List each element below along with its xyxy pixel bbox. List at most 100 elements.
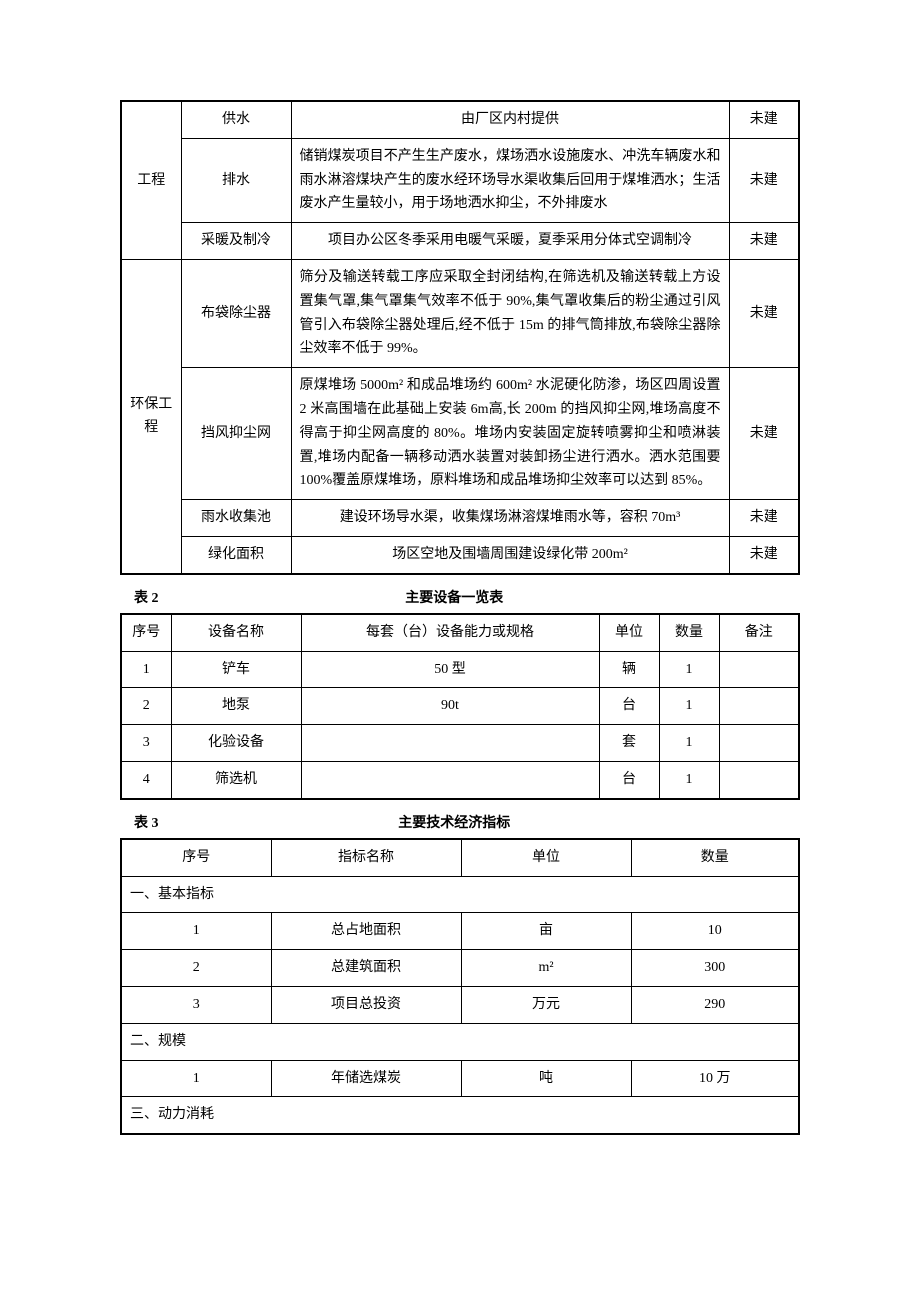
item-name: 采暖及制冷 <box>181 223 291 260</box>
table-row: 采暖及制冷项目办公区冬季采用电暖气采暖，夏季采用分体式空调制冷未建 <box>121 223 799 260</box>
cell: 1 <box>659 651 719 688</box>
item-desc: 筛分及输送转载工序应采取全封闭结构,在筛选机及输送转载上方设置集气罩,集气罩集气… <box>291 259 729 367</box>
cell: 万元 <box>461 986 631 1023</box>
cell: 总占地面积 <box>271 913 461 950</box>
cell <box>719 688 799 725</box>
cell: 2 <box>121 688 171 725</box>
item-status: 未建 <box>729 101 799 138</box>
cell: 4 <box>121 761 171 798</box>
table-row: 排水储销煤炭项目不产生生产废水，煤场洒水设施废水、冲洗车辆废水和雨水淋溶煤块产生… <box>121 138 799 222</box>
table-row: 2总建筑面积m²300 <box>121 950 799 987</box>
cell: 1 <box>121 1060 271 1097</box>
cell: 300 <box>631 950 799 987</box>
cell <box>301 725 599 762</box>
table-row: 1年储选煤炭吨10 万 <box>121 1060 799 1097</box>
cell: 筛选机 <box>171 761 301 798</box>
table-row: 工程供水由厂区内村提供未建 <box>121 101 799 138</box>
table-row: 2地泵90t台1 <box>121 688 799 725</box>
item-status: 未建 <box>729 223 799 260</box>
cell: 1 <box>121 651 171 688</box>
cell <box>719 651 799 688</box>
table-equipment: 序号设备名称每套（台）设备能力或规格单位数量备注 1铲车50 型辆12地泵90t… <box>120 613 800 800</box>
cell: 3 <box>121 725 171 762</box>
item-name: 雨水收集池 <box>181 500 291 537</box>
item-desc: 原煤堆场 5000m² 和成品堆场约 600m² 水泥硬化防渗，场区四周设置 2… <box>291 368 729 500</box>
item-name: 供水 <box>181 101 291 138</box>
cell: 套 <box>599 725 659 762</box>
table-row: 1铲车50 型辆1 <box>121 651 799 688</box>
table-row: 雨水收集池建设环场导水渠，收集煤场淋溶煤堆雨水等，容积 70m³未建 <box>121 500 799 537</box>
cell: 1 <box>121 913 271 950</box>
column-header: 指标名称 <box>271 839 461 876</box>
column-header: 备注 <box>719 614 799 651</box>
cell: 项目总投资 <box>271 986 461 1023</box>
section-title: 三、动力消耗 <box>121 1097 799 1134</box>
table-row: 环保工程布袋除尘器筛分及输送转载工序应采取全封闭结构,在筛选机及输送转载上方设置… <box>121 259 799 367</box>
cell: 铲车 <box>171 651 301 688</box>
item-status: 未建 <box>729 138 799 222</box>
cell <box>719 725 799 762</box>
caption3-title: 主要技术经济指标 <box>159 812 801 832</box>
cell: 1 <box>659 725 719 762</box>
cell: 290 <box>631 986 799 1023</box>
cell: 台 <box>599 761 659 798</box>
cell: 辆 <box>599 651 659 688</box>
column-header: 序号 <box>121 614 171 651</box>
item-name: 挡风抑尘网 <box>181 368 291 500</box>
table-row: 3项目总投资万元290 <box>121 986 799 1023</box>
cell: 台 <box>599 688 659 725</box>
item-name: 排水 <box>181 138 291 222</box>
table-row: 4筛选机台1 <box>121 761 799 798</box>
cell: 10 <box>631 913 799 950</box>
item-desc: 场区空地及围墙周围建设绿化带 200m² <box>291 536 729 573</box>
cell: 3 <box>121 986 271 1023</box>
cell: 1 <box>659 688 719 725</box>
item-status: 未建 <box>729 368 799 500</box>
item-desc: 建设环场导水渠，收集煤场淋溶煤堆雨水等，容积 70m³ <box>291 500 729 537</box>
column-header: 序号 <box>121 839 271 876</box>
caption3-label: 表 3 <box>120 812 159 832</box>
section-row: 三、动力消耗 <box>121 1097 799 1134</box>
cell: 地泵 <box>171 688 301 725</box>
section-row: 二、规模 <box>121 1023 799 1060</box>
table-tech-econ: 序号指标名称单位数量 一、基本指标1总占地面积亩102总建筑面积m²3003项目… <box>120 838 800 1135</box>
item-name: 布袋除尘器 <box>181 259 291 367</box>
column-header: 数量 <box>659 614 719 651</box>
cell: 2 <box>121 950 271 987</box>
caption-table2: 表 2 主要设备一览表 <box>120 587 800 607</box>
item-status: 未建 <box>729 500 799 537</box>
caption2-label: 表 2 <box>120 587 159 607</box>
column-header: 设备名称 <box>171 614 301 651</box>
column-header: 数量 <box>631 839 799 876</box>
cell: 年储选煤炭 <box>271 1060 461 1097</box>
caption-table3: 表 3 主要技术经济指标 <box>120 812 800 832</box>
section-title: 二、规模 <box>121 1023 799 1060</box>
cell: m² <box>461 950 631 987</box>
cell: 10 万 <box>631 1060 799 1097</box>
table-row: 1总占地面积亩10 <box>121 913 799 950</box>
item-status: 未建 <box>729 259 799 367</box>
cell: 亩 <box>461 913 631 950</box>
group-label: 环保工程 <box>121 259 181 573</box>
column-header: 每套（台）设备能力或规格 <box>301 614 599 651</box>
cell: 90t <box>301 688 599 725</box>
group-label: 工程 <box>121 101 181 259</box>
item-desc: 储销煤炭项目不产生生产废水，煤场洒水设施废水、冲洗车辆废水和雨水淋溶煤块产生的废… <box>291 138 729 222</box>
item-status: 未建 <box>729 536 799 573</box>
item-desc: 由厂区内村提供 <box>291 101 729 138</box>
cell: 化验设备 <box>171 725 301 762</box>
caption2-title: 主要设备一览表 <box>159 587 801 607</box>
section-row: 一、基本指标 <box>121 876 799 913</box>
table-project-items: 工程供水由厂区内村提供未建排水储销煤炭项目不产生生产废水，煤场洒水设施废水、冲洗… <box>120 100 800 575</box>
cell: 吨 <box>461 1060 631 1097</box>
item-desc: 项目办公区冬季采用电暖气采暖，夏季采用分体式空调制冷 <box>291 223 729 260</box>
cell <box>301 761 599 798</box>
column-header: 单位 <box>461 839 631 876</box>
section-title: 一、基本指标 <box>121 876 799 913</box>
item-name: 绿化面积 <box>181 536 291 573</box>
table-row: 挡风抑尘网原煤堆场 5000m² 和成品堆场约 600m² 水泥硬化防渗，场区四… <box>121 368 799 500</box>
cell: 50 型 <box>301 651 599 688</box>
table-row: 3化验设备 套1 <box>121 725 799 762</box>
cell: 总建筑面积 <box>271 950 461 987</box>
table-row: 绿化面积场区空地及围墙周围建设绿化带 200m²未建 <box>121 536 799 573</box>
